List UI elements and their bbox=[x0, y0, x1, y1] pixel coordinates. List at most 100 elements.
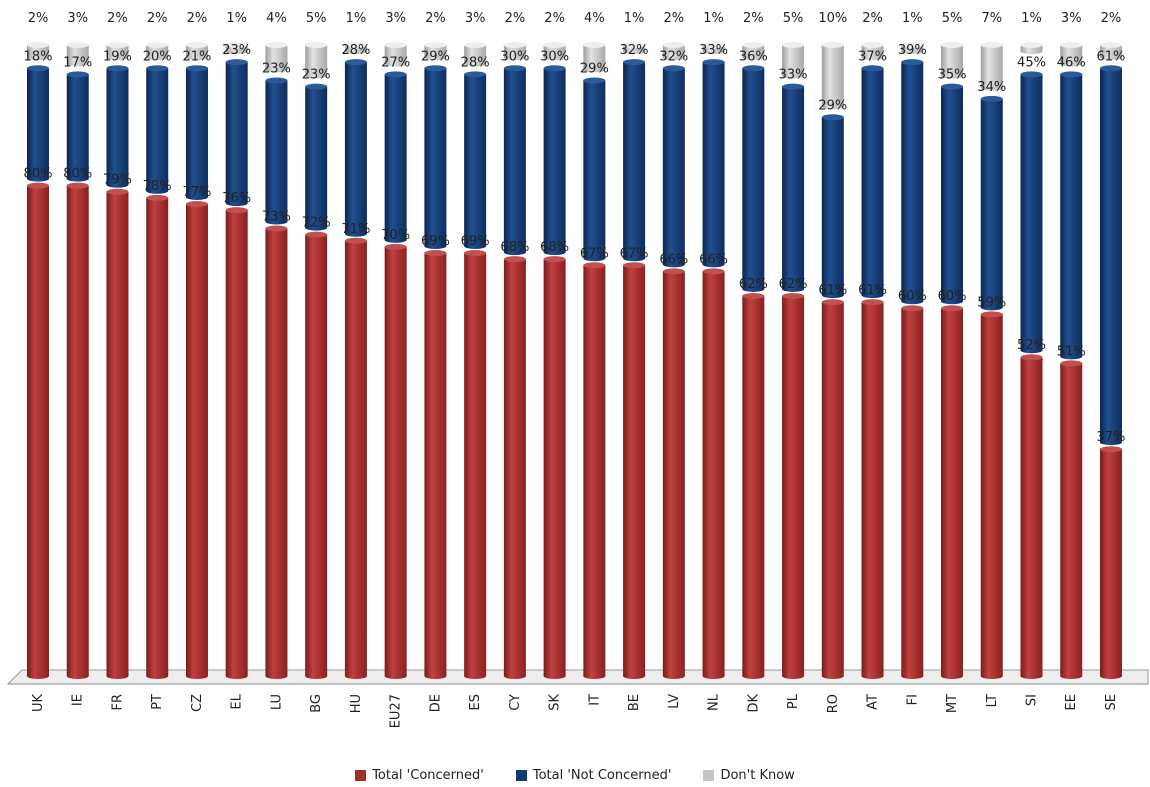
bar-not-concerned-cap-uk bbox=[27, 65, 49, 72]
data-label-concerned-dk: 62% bbox=[739, 277, 768, 292]
x-tick-eu27: EU27 bbox=[389, 694, 404, 728]
x-tick-si: SI bbox=[1025, 694, 1040, 706]
bar-concerned-base-si bbox=[1020, 673, 1043, 679]
data-label-concerned-de: 69% bbox=[421, 234, 450, 249]
bar-concerned-base-uk bbox=[27, 673, 49, 679]
bar-concerned-base-dk bbox=[742, 673, 765, 679]
bar-group-lt: 7% 34% 59% bbox=[977, 11, 1006, 679]
bar-not-concerned-cap-si bbox=[1020, 71, 1043, 78]
data-label-not-concerned-ro: 29% bbox=[818, 98, 847, 113]
bar-not-concerned-eu27 bbox=[384, 74, 407, 240]
bar-dont-know-ro bbox=[821, 45, 844, 107]
bar-not-concerned-de bbox=[424, 68, 447, 247]
bar-concerned-cap-el bbox=[225, 207, 248, 214]
x-tick-dk: DK bbox=[746, 694, 761, 713]
bar-group-cz: 2% 21% 77% bbox=[183, 11, 211, 679]
bar-group-hu: 1% 28% 71% bbox=[341, 11, 370, 679]
bar-concerned-ee bbox=[1060, 363, 1083, 676]
bar-dont-know-pl bbox=[782, 45, 805, 76]
bar-dont-know-cap-bg bbox=[305, 42, 328, 48]
data-label-not-concerned-uk: 18% bbox=[24, 49, 53, 64]
data-label-concerned-ee: 51% bbox=[1057, 344, 1086, 359]
bar-not-concerned-base-sk bbox=[543, 249, 566, 256]
x-tick-cy: CY bbox=[508, 694, 523, 711]
bar-group-el: 1% 23% 76% bbox=[222, 11, 251, 679]
bar-dont-know-cap-ie bbox=[66, 42, 89, 48]
bar-dont-know-se bbox=[1099, 45, 1122, 58]
bar-concerned-base-el bbox=[225, 673, 248, 679]
bar-dont-know-bg bbox=[305, 45, 328, 76]
data-label-dont-know-cz: 2% bbox=[187, 11, 208, 26]
bar-not-concerned-base-ro bbox=[821, 292, 844, 299]
bar-dont-know-cap-fr bbox=[106, 42, 129, 48]
data-label-dont-know-ie: 3% bbox=[67, 11, 88, 26]
data-label-concerned-lu: 73% bbox=[262, 210, 291, 225]
bar-not-concerned-cap-lt bbox=[980, 95, 1003, 102]
bar-group-fr: 2% 19% 79% bbox=[103, 11, 132, 679]
bar-dont-know-base-ee bbox=[1060, 60, 1083, 67]
bar-not-concerned-ie bbox=[66, 74, 89, 179]
data-label-concerned-eu27: 70% bbox=[381, 228, 410, 243]
bar-dont-know-base-hu bbox=[344, 48, 367, 55]
bar-group-ro: 10% 29% 61% bbox=[818, 11, 847, 679]
bar-concerned-dk bbox=[742, 295, 765, 676]
data-label-not-concerned-fr: 19% bbox=[103, 49, 132, 64]
data-label-dont-know-dk: 2% bbox=[743, 11, 764, 26]
bar-not-concerned-base-fr bbox=[106, 181, 129, 188]
bar-not-concerned-base-it bbox=[583, 255, 606, 262]
data-label-concerned-fi: 60% bbox=[898, 289, 927, 304]
data-label-not-concerned-si: 45% bbox=[1017, 55, 1046, 70]
x-tick-ie: IE bbox=[71, 694, 86, 706]
bar-dont-know-cap-eu27 bbox=[384, 42, 407, 48]
x-tick-cz: CZ bbox=[190, 694, 205, 712]
bar-concerned-cz bbox=[185, 203, 208, 677]
bar-concerned-base-lu bbox=[265, 673, 288, 679]
bar-not-concerned-cap-fr bbox=[106, 65, 129, 72]
bar-concerned-base-bg bbox=[305, 673, 328, 679]
x-tick-fi: FI bbox=[905, 694, 920, 705]
data-label-not-concerned-de: 29% bbox=[421, 49, 450, 64]
bar-not-concerned-base-cz bbox=[185, 193, 208, 200]
bar-concerned-cap-be bbox=[623, 262, 646, 269]
bar-not-concerned-be bbox=[623, 62, 646, 259]
bar-group-pl: 5% 33% 62% bbox=[779, 11, 808, 679]
bar-not-concerned-base-se bbox=[1099, 439, 1122, 446]
bar-not-concerned-cap-es bbox=[464, 71, 487, 78]
bar-concerned-base-pt bbox=[146, 673, 169, 679]
bar-concerned-cap-ie bbox=[66, 182, 89, 189]
bar-not-concerned-base-fi bbox=[901, 298, 924, 305]
bar-concerned-se bbox=[1099, 449, 1122, 676]
bars-group: 2% 18% 80% 3% 17% 80% 2% 19% 79% 2% 20% 78% 2% 21% 77%… bbox=[24, 11, 1125, 679]
bar-dont-know-base-be bbox=[623, 48, 646, 55]
bar-concerned-base-at bbox=[861, 673, 884, 679]
bar-dont-know-cap-lv bbox=[662, 42, 685, 48]
data-label-concerned-el: 76% bbox=[222, 191, 251, 206]
bar-dont-know-cap-pt bbox=[146, 42, 169, 48]
stacked-bar-chart: 2% 18% 80% 3% 17% 80% 2% 19% 79% 2% 20% 78% 2% 21% 77%… bbox=[6, 11, 1149, 728]
x-tick-pl: PL bbox=[786, 693, 801, 709]
bar-not-concerned-cap-pl bbox=[782, 83, 805, 90]
bar-not-concerned-base-ee bbox=[1060, 353, 1083, 360]
data-label-concerned-mt: 60% bbox=[938, 289, 967, 304]
bar-dont-know-uk bbox=[27, 45, 49, 58]
bar-not-concerned-base-dk bbox=[742, 285, 765, 292]
x-tick-mt: MT bbox=[945, 694, 960, 713]
bar-dont-know-ie bbox=[66, 45, 89, 64]
bar-group-fi: 1% 39% 60% bbox=[898, 11, 927, 679]
x-tick-fr: FR bbox=[110, 694, 125, 711]
bar-concerned-cap-se bbox=[1099, 446, 1122, 453]
data-label-not-concerned-lv: 32% bbox=[659, 49, 688, 64]
data-label-concerned-ro: 61% bbox=[818, 283, 847, 298]
data-label-dont-know-pl: 5% bbox=[783, 11, 804, 26]
bar-dont-know-cap-fi bbox=[901, 42, 924, 48]
legend-label-concerned: Total 'Concerned' bbox=[372, 767, 484, 783]
data-label-dont-know-ee: 3% bbox=[1061, 11, 1082, 26]
bar-not-concerned-base-ie bbox=[66, 175, 89, 182]
bar-dont-know-base-fi bbox=[901, 48, 924, 55]
bar-concerned-base-hu bbox=[344, 673, 367, 679]
bar-not-concerned-fr bbox=[106, 68, 129, 185]
data-label-dont-know-fr: 2% bbox=[107, 11, 128, 26]
bar-concerned-lt bbox=[980, 314, 1003, 676]
bar-group-bg: 5% 23% 72% bbox=[302, 11, 331, 679]
bar-concerned-eu27 bbox=[384, 246, 407, 676]
